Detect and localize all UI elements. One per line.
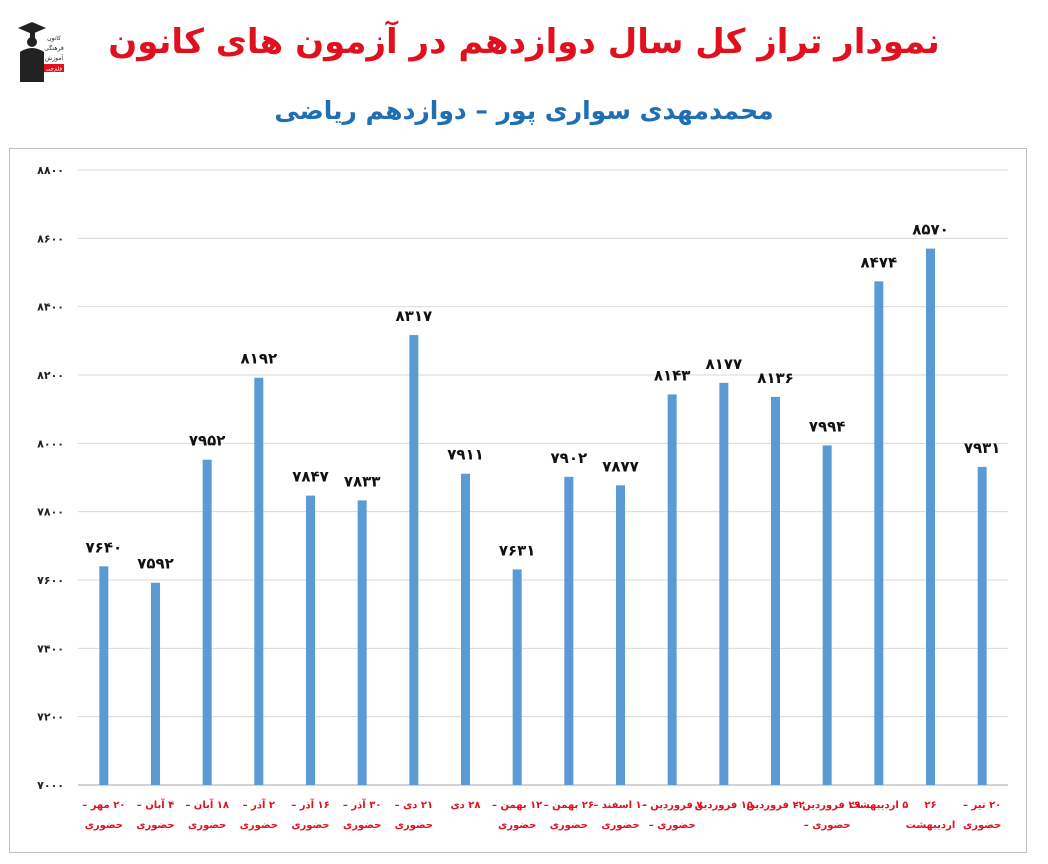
bar	[512, 569, 522, 785]
logo-line-2: فرهنگی	[44, 44, 64, 52]
data-label: ۷۸۷۷	[602, 457, 639, 475]
data-label: ۸۵۷۰	[912, 221, 949, 239]
x-tick-label: حضوری –	[804, 820, 851, 831]
y-tick-label: ۷۸۰۰	[37, 506, 64, 519]
bar	[99, 566, 109, 785]
x-tick-label: ۱۲ بهمن –	[492, 800, 542, 811]
x-tick-label: حضوری	[240, 820, 278, 831]
bar	[202, 459, 212, 785]
bar	[926, 248, 935, 786]
x-tick-label: ۳۰ آذر –	[343, 798, 382, 811]
y-tick-label: ۸۰۰۰	[37, 437, 64, 450]
x-tick-label: حضوری	[343, 820, 381, 831]
logo-line-1: کانون	[47, 35, 61, 42]
data-label: ۸۳۱۷	[396, 307, 433, 325]
x-tick-label: حضوری	[291, 820, 329, 831]
bar	[151, 582, 160, 785]
bar	[564, 476, 574, 785]
logo-badge: قلم‌چی	[46, 67, 62, 73]
data-label: ۷۹۱۱	[447, 446, 484, 464]
x-tick-label: ۱۰ اسفند –	[593, 800, 648, 811]
data-label: ۷۸۴۷	[292, 468, 329, 486]
x-tick-label: حضوری	[601, 820, 639, 831]
bar	[461, 473, 470, 785]
x-tick-label: حضوری	[136, 820, 174, 831]
y-tick-label: ۷۲۰۰	[37, 711, 64, 724]
x-tick-label: ۲۸ دی	[451, 800, 481, 811]
chart-frame	[9, 148, 1027, 853]
data-label: ۷۶۴۰	[86, 538, 123, 556]
x-tick-label: اردیبهشت	[906, 820, 956, 831]
bar	[667, 394, 677, 785]
x-axis-labels: ۲۰ مهر – حضوری ۴ آبان – حضوری ۱۸ آبان – حضوری…	[82, 798, 1001, 831]
y-tick-label: ۸۴۰۰	[37, 301, 64, 314]
x-tick-label: ۱۶ آذر –	[291, 798, 330, 811]
x-tick-label: ۲۶ بهمن –	[544, 800, 594, 811]
chart-title: نمودار تراز کل سال دوازدهم در آزمون های …	[108, 22, 940, 62]
x-tick-label: حضوری	[963, 820, 1001, 831]
data-label: ۷۶۳۱	[499, 541, 536, 559]
bar	[874, 281, 884, 785]
bar	[357, 500, 367, 785]
data-label: ۷۹۵۲	[189, 432, 226, 450]
y-tick-label: ۷۰۰۰	[37, 779, 64, 792]
data-label: ۷۹۳۱	[964, 439, 1001, 457]
bar	[409, 335, 419, 785]
y-tick-label: ۷۴۰۰	[37, 642, 64, 655]
logo-line-3: آموزش	[45, 53, 64, 62]
x-tick-label: ۲۹ فروردین –	[794, 800, 861, 811]
y-tick-label: ۸۶۰۰	[37, 232, 64, 245]
x-tick-label: ۷ فروردین –	[642, 800, 703, 811]
x-tick-label: ۲ آذر –	[243, 798, 275, 811]
x-tick-label: حضوری	[395, 820, 433, 831]
bars	[99, 248, 987, 786]
x-tick-label: ۵ اردیبهشت	[849, 800, 908, 811]
x-tick-label: حضوری –	[649, 820, 696, 831]
x-tick-label: ۱۵ فروردین	[695, 800, 753, 811]
bar	[254, 377, 264, 785]
bar	[822, 445, 832, 785]
graduate-logo-icon: کانون فرهنگی آموزش قلم‌چی	[18, 22, 64, 82]
bar	[306, 495, 315, 785]
bar	[771, 396, 780, 785]
data-label: ۷۵۹۲	[137, 555, 174, 573]
x-tick-label: ۲۶	[924, 800, 936, 811]
data-label: ۷۹۹۴	[809, 417, 846, 435]
x-tick-label: حضوری	[498, 820, 536, 831]
x-tick-label: حضوری	[550, 820, 588, 831]
data-labels: ۷۶۴۰ ۷۵۹۲ ۷۹۵۲ ۸۱۹۲ ۷۸۴۷ ۷۸۳۳ ۸۳۱۷ ۷۹۱۱ ۷۶۳۱ ۷۹۰۲…	[86, 221, 1001, 573]
bar	[616, 485, 625, 785]
chart-subtitle: محمدمهدی سواری پور – دوازدهم ریاضی	[274, 96, 774, 125]
data-label: ۸۱۳۶	[757, 369, 794, 387]
x-tick-label: حضوری	[188, 820, 226, 831]
data-label: ۷۸۳۳	[344, 472, 381, 490]
data-label: ۷۹۰۲	[551, 449, 588, 467]
x-tick-label: حضوری	[85, 820, 123, 831]
y-tick-label: ۸۲۰۰	[37, 369, 64, 382]
y-tick-label: ۷۶۰۰	[37, 574, 64, 587]
bar	[977, 466, 987, 785]
bar	[719, 382, 729, 785]
x-tick-label: ۲۱ دی –	[395, 800, 433, 811]
y-tick-label: ۸۸۰۰	[37, 164, 64, 177]
x-tick-label: ۲۰ مهر –	[82, 800, 125, 811]
x-tick-label: ۲۲ فروردین	[746, 800, 804, 811]
data-label: ۸۱۴۳	[654, 366, 691, 384]
x-tick-label: ۴ آبان –	[137, 798, 175, 811]
gridlines	[78, 169, 1008, 786]
data-label: ۸۱۷۷	[706, 355, 743, 373]
logo: کانون فرهنگی آموزش قلم‌چی	[14, 20, 66, 84]
data-label: ۸۴۷۴	[861, 253, 898, 271]
y-axis-ticks: ۷۰۰۰ ۷۲۰۰ ۷۴۰۰ ۷۶۰۰ ۷۸۰۰ ۸۰۰۰ ۸۲۰۰ ۸۴۰۰ ۸۶۰۰ ۸۸۰۰	[37, 164, 64, 792]
data-label: ۸۱۹۲	[241, 350, 278, 368]
x-tick-label: ۱۸ آبان –	[185, 798, 229, 811]
x-tick-label: ۲۰ تیر –	[963, 800, 1001, 811]
